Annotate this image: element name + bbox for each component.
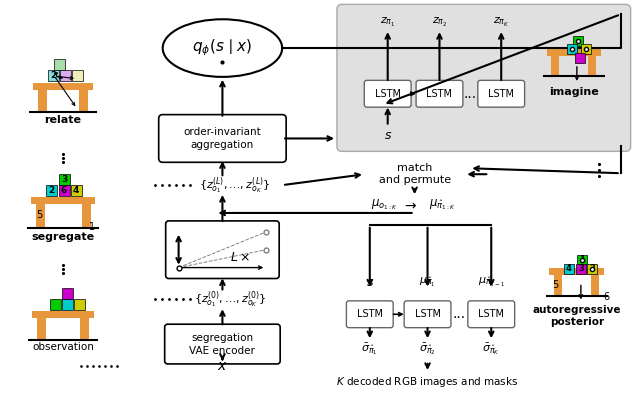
Text: $\mu_{\hat{\pi}_1}$: $\mu_{\hat{\pi}_1}$ xyxy=(419,276,436,289)
Text: LSTM: LSTM xyxy=(356,309,383,319)
Text: $\rightarrow$: $\rightarrow$ xyxy=(402,198,417,212)
Text: order-invariant: order-invariant xyxy=(184,127,261,138)
Bar xyxy=(573,36,583,46)
Bar xyxy=(37,318,46,340)
FancyBboxPatch shape xyxy=(404,301,451,328)
Text: LSTM: LSTM xyxy=(478,309,504,319)
Text: 5: 5 xyxy=(552,281,558,290)
Bar xyxy=(554,274,563,296)
Bar xyxy=(79,90,88,112)
Bar xyxy=(587,264,596,274)
Text: $z_{\pi_2}$: $z_{\pi_2}$ xyxy=(432,16,447,29)
Bar xyxy=(564,264,574,274)
Text: $s$: $s$ xyxy=(383,129,392,142)
Text: 3: 3 xyxy=(578,264,584,273)
Text: $L\times$: $L\times$ xyxy=(230,251,250,264)
Text: $\bar{\sigma}_{\hat{\pi}_2}$: $\bar{\sigma}_{\hat{\pi}_2}$ xyxy=(419,342,436,357)
Bar xyxy=(32,311,94,318)
Bar xyxy=(552,56,559,76)
Bar xyxy=(581,44,591,54)
Bar xyxy=(81,204,90,228)
Text: $\bar{\sigma}_{\hat{\pi}_1}$: $\bar{\sigma}_{\hat{\pi}_1}$ xyxy=(362,342,378,357)
Bar xyxy=(45,185,57,196)
Text: $\mu_{\hat{\pi}_{K-1}}$: $\mu_{\hat{\pi}_{K-1}}$ xyxy=(477,276,505,289)
Bar xyxy=(61,288,72,299)
FancyBboxPatch shape xyxy=(159,115,286,162)
Bar xyxy=(54,59,65,70)
Text: 6: 6 xyxy=(604,293,610,302)
Bar xyxy=(70,185,81,196)
Text: imagine: imagine xyxy=(549,87,599,97)
Text: VAE encoder: VAE encoder xyxy=(189,346,255,356)
Bar xyxy=(588,56,596,76)
Bar xyxy=(59,185,70,196)
Bar xyxy=(577,255,587,265)
Text: 1: 1 xyxy=(579,255,585,264)
Text: $x$: $x$ xyxy=(217,359,228,373)
Text: $z_{\pi_1}$: $z_{\pi_1}$ xyxy=(380,16,396,29)
Bar xyxy=(50,299,61,310)
Text: autoregressive: autoregressive xyxy=(532,305,621,315)
Text: $z_{\pi_K}$: $z_{\pi_K}$ xyxy=(493,16,509,29)
Bar xyxy=(547,49,601,56)
Text: LSTM: LSTM xyxy=(415,309,440,319)
Text: ...: ... xyxy=(464,87,477,101)
Text: match: match xyxy=(397,163,432,173)
FancyBboxPatch shape xyxy=(346,301,393,328)
Text: LSTM: LSTM xyxy=(426,89,452,99)
Bar xyxy=(60,70,70,81)
Text: 2: 2 xyxy=(48,186,54,194)
Text: relate: relate xyxy=(45,115,82,124)
Bar xyxy=(33,83,93,90)
Bar xyxy=(38,90,47,112)
FancyBboxPatch shape xyxy=(164,324,280,364)
FancyBboxPatch shape xyxy=(166,221,279,279)
Text: $s$: $s$ xyxy=(365,276,374,289)
Text: 2: 2 xyxy=(589,264,595,273)
Text: aggregation: aggregation xyxy=(191,140,254,150)
Text: and permute: and permute xyxy=(378,175,451,185)
FancyBboxPatch shape xyxy=(364,80,411,107)
Bar xyxy=(80,318,89,340)
Text: LSTM: LSTM xyxy=(374,89,401,99)
Text: 1: 1 xyxy=(89,222,95,232)
Text: 3: 3 xyxy=(61,175,67,184)
Bar xyxy=(591,274,599,296)
Text: segregate: segregate xyxy=(31,232,95,242)
Text: ...: ... xyxy=(453,307,466,321)
FancyBboxPatch shape xyxy=(416,80,463,107)
Bar xyxy=(74,299,84,310)
Text: $\mu_{\hat{\pi}_{1:K}}$: $\mu_{\hat{\pi}_{1:K}}$ xyxy=(429,198,456,212)
Text: $\bar{\sigma}_{\hat{\pi}_K}$: $\bar{\sigma}_{\hat{\pi}_K}$ xyxy=(483,342,500,357)
FancyBboxPatch shape xyxy=(337,5,630,151)
FancyBboxPatch shape xyxy=(478,80,525,107)
Bar xyxy=(59,174,70,185)
Ellipse shape xyxy=(163,19,282,77)
Text: observation: observation xyxy=(32,342,94,352)
Text: 5: 5 xyxy=(36,210,42,220)
Text: segregation: segregation xyxy=(191,333,253,343)
Text: $K$ decoded RGB images and masks: $K$ decoded RGB images and masks xyxy=(337,375,518,389)
Bar xyxy=(61,299,72,310)
Text: 4: 4 xyxy=(566,264,572,273)
Text: $\{z_{o_1}^{(L)},\ldots,z_{o_K}^{(L)}\}$: $\{z_{o_1}^{(L)},\ldots,z_{o_K}^{(L)}\}$ xyxy=(198,175,270,196)
Text: 2: 2 xyxy=(50,71,56,80)
Bar xyxy=(575,53,585,63)
Bar xyxy=(576,264,586,274)
Bar xyxy=(36,204,45,228)
Bar xyxy=(72,70,83,81)
Text: 6: 6 xyxy=(61,186,67,194)
Text: LSTM: LSTM xyxy=(488,89,514,99)
Bar xyxy=(48,70,59,81)
Text: 4: 4 xyxy=(73,186,79,194)
Bar xyxy=(31,197,95,204)
Bar xyxy=(567,44,577,54)
Bar xyxy=(550,267,604,274)
Text: $q_\phi(s \mid x)$: $q_\phi(s \mid x)$ xyxy=(192,38,253,59)
FancyBboxPatch shape xyxy=(468,301,515,328)
Text: posterior: posterior xyxy=(550,317,604,327)
Text: $\mu_{o_{1:K}}$: $\mu_{o_{1:K}}$ xyxy=(371,198,398,212)
Text: $\{z_{o_1}^{(0)},\ldots,z_{o_K}^{(0)}\}$: $\{z_{o_1}^{(0)},\ldots,z_{o_K}^{(0)}\}$ xyxy=(194,289,267,310)
